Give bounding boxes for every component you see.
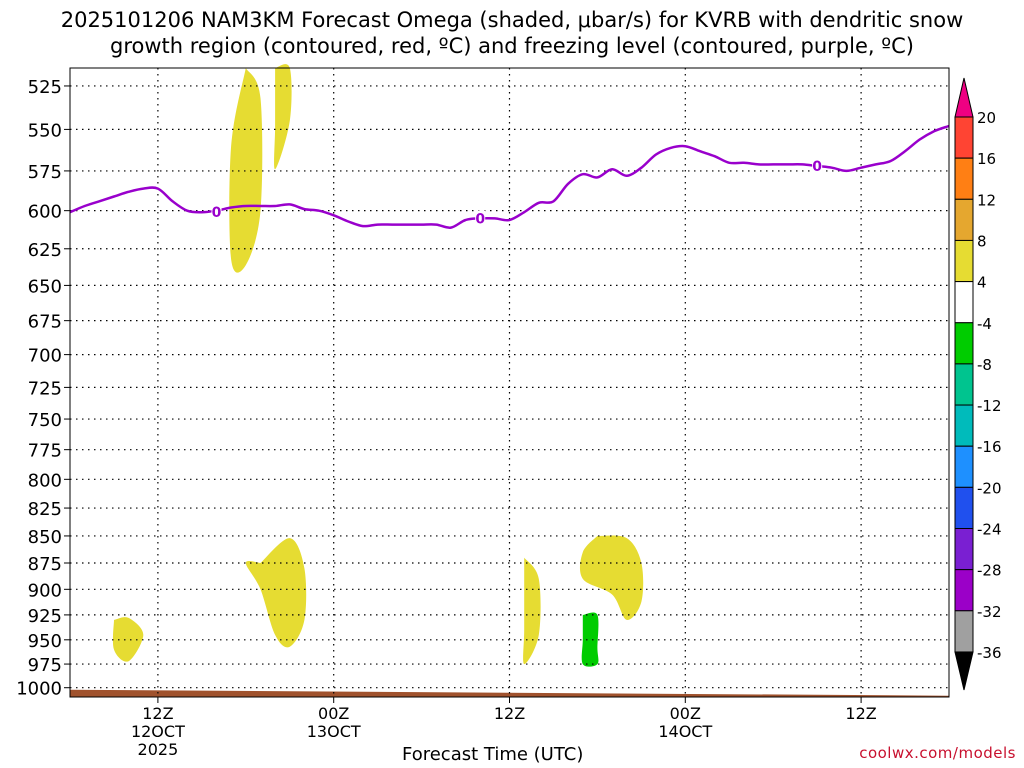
y-tick-label: 700 [28,346,62,367]
x-axis-label: Forecast Time (UTC) [402,744,584,765]
x-tick-label: 00Z [670,704,701,723]
x-tick-year: 2025 [138,740,179,759]
colorbar-top-arrow [954,77,974,118]
omega-region-5 [523,557,541,665]
colorbar-tick-label: -24 [977,521,1002,539]
y-tick-label: 625 [28,240,62,261]
colorbar-swatch [954,528,974,571]
y-tick-label: 725 [28,378,62,399]
colorbar-tick-label: 16 [977,150,996,168]
y-tick-label: 750 [28,410,62,431]
colorbar-swatch [954,569,974,612]
freezing-level-label: 0 [812,159,822,175]
colorbar-bottom-arrow [954,651,974,691]
y-tick-label: 950 [28,631,62,652]
colorbar-swatch [954,404,974,447]
y-tick-label: 525 [28,77,62,98]
y-tick-label: 775 [28,441,62,462]
colorbar-swatch [954,281,974,324]
omega-region-2 [274,64,292,170]
colorbar-swatch [954,445,974,488]
colorbar-swatch [954,198,974,241]
y-tick-label: 1000 [16,679,62,700]
colorbar-tick-label: -32 [977,603,1002,621]
colorbar-tick-label: -8 [977,356,992,374]
colorbar-swatch [954,486,974,530]
omega-region-7 [581,612,599,667]
colorbar-swatch [954,322,974,365]
colorbar-swatch [954,157,974,200]
colorbar-tick-label: 4 [977,274,987,292]
colorbar-swatch [954,363,974,406]
x-tick-label: 12Z [845,704,876,723]
colorbar-tick-label: 8 [977,232,987,250]
x-tick-label: 00Z [318,704,349,723]
colorbar-tick-label: -36 [977,644,1002,662]
x-tick-date: 12OCT [131,722,185,741]
colorbar-tick-label: -16 [977,438,1002,456]
y-tick-label: 925 [28,606,62,627]
colorbar-tick-label: -12 [977,397,1002,415]
x-tick-label: 12Z [494,704,525,723]
site-credit: coolwx.com/models [859,744,1016,762]
omega-region-4 [245,538,307,648]
x-tick-date: 13OCT [307,722,361,741]
y-tick-label: 875 [28,554,62,575]
colorbar-tick-label: -20 [977,479,1002,497]
colorbar-tick-label: 12 [977,191,996,209]
colorbar-swatch [954,116,974,159]
colorbar-tick-label: 20 [977,109,996,127]
omega-region-3 [112,617,144,662]
y-tick-label: 900 [28,580,62,601]
freezing-label-bg [211,204,222,221]
y-tick-label: 600 [28,202,62,223]
freezing-level-label: 0 [475,211,485,227]
colorbar-tick-label: -4 [977,315,992,333]
colorbar-swatch [954,610,974,653]
freezing-level-label: 0 [212,205,222,221]
y-tick-label: 800 [28,470,62,491]
y-tick-label: 975 [28,655,62,676]
chart-title-line2: growth region (contoured, red, ºC) and f… [110,34,914,58]
colorbar-tick-label: -28 [977,562,1002,580]
colorbar-swatch [954,239,974,283]
x-tick-date: 14OCT [658,722,712,741]
y-tick-label: 575 [28,162,62,183]
freezing-label-bg [475,210,486,227]
chart-title-line1: 2025101206 NAM3KM Forecast Omega (shaded… [60,8,964,32]
y-tick-label: 825 [28,499,62,520]
omega-region-1 [229,68,263,273]
y-tick-label: 650 [28,276,62,297]
freezing-label-bg [812,158,823,175]
y-tick-label: 850 [28,527,62,548]
y-tick-label: 675 [28,312,62,333]
omega-region-6 [579,535,644,620]
y-tick-label: 550 [28,120,62,141]
x-tick-label: 12Z [142,704,173,723]
